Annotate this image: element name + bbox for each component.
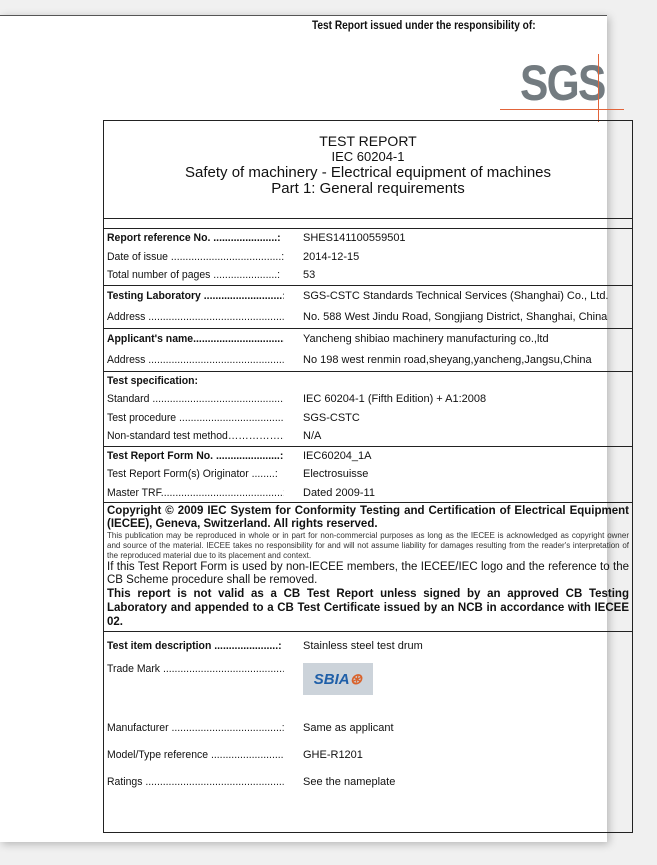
field-label: Master TRF..............................… (107, 486, 284, 499)
field-label: Date of issue ..........................… (107, 250, 284, 263)
field-group: Test Report Form No. ...................… (104, 447, 632, 503)
field-value: Electrosuisse (303, 468, 369, 481)
document-page: Test Report issued under the responsibil… (0, 15, 624, 842)
value: Stainless steel test drum (303, 639, 423, 652)
field-group: Report reference No. ...................… (104, 229, 632, 286)
row-trade-mark: Trade Mark .............................… (104, 659, 632, 714)
field-value: No. 588 West Jindu Road, Songjiang Distr… (303, 311, 608, 323)
validity-note: This report is not valid as a CB Test Re… (107, 588, 629, 628)
field-label: Non-standard test method……………..: (107, 430, 284, 443)
title-line: Part 1: General requirements (271, 180, 465, 197)
report-title: TEST REPORT IEC 60204-1 Safety of machin… (104, 121, 632, 219)
value: GHE-R1201 (303, 748, 363, 761)
field-row: Testing Laboratory .....................… (104, 286, 632, 307)
field-label: Address ................................… (107, 354, 284, 366)
title-line: TEST REPORT (319, 133, 417, 149)
field-group: Test specification: Standard ............… (104, 372, 632, 447)
field-value: Yancheng shibiao machinery manufacturing… (303, 333, 549, 345)
field-value: SGS-CSTC (303, 411, 360, 424)
field-row: Applicant's name........................… (104, 329, 632, 350)
field-value: SGS-CSTC Standards Technical Services (S… (303, 290, 609, 302)
field-value: N/A (303, 430, 322, 443)
copyright-fine-print: This publication may be reproduced in wh… (107, 531, 629, 560)
label: Test item description ..................… (107, 639, 282, 652)
field-row: Address ................................… (104, 307, 632, 328)
field-value: IEC60204_1A (303, 449, 372, 462)
copyright-note: If this Test Report Form is used by non-… (107, 561, 629, 586)
field-row: Standard ...............................… (104, 390, 632, 409)
title-line: IEC 60204-1 (331, 149, 405, 164)
field-row: Report reference No. ...................… (104, 229, 632, 248)
report-cover-table: TEST REPORT IEC 60204-1 Safety of machin… (103, 120, 633, 833)
field-row: Total number of pages ..................… (104, 266, 632, 285)
field-value: 53 (303, 269, 316, 282)
field-value: IEC 60204-1 (Fifth Edition) + A1:2008 (303, 393, 487, 406)
issued-by-text: Test Report issued under the responsibil… (312, 20, 536, 32)
test-item-section: Test item description ..................… (104, 632, 632, 795)
field-value: 2014-12-15 (303, 250, 360, 263)
field-value: Dated 2009-11 (303, 486, 375, 499)
title-line: Safety of machinery - Electrical equipme… (185, 164, 551, 181)
field-label: Standard ...............................… (107, 393, 284, 406)
trade-mark-logo: SBIA ⊛ (303, 663, 373, 695)
field-label: Test Report Form(s) Originator ........: (107, 468, 278, 481)
label: Trade Mark .............................… (107, 663, 284, 675)
field-row: Address ................................… (104, 350, 632, 371)
sgs-logo: SGS (500, 54, 630, 124)
field-label: Test Report Form No. ...................… (107, 449, 284, 462)
field-row: Master TRF..............................… (104, 484, 632, 503)
field-label: Report reference No. ...................… (107, 232, 281, 245)
field-label: Test specification: (107, 374, 198, 387)
field-value: SHES141100559501 (303, 232, 406, 245)
label: Manufacturer ...........................… (107, 721, 284, 734)
field-row: Non-standard test method……………..: N/A (104, 427, 632, 446)
copyright-notice: Copyright © 2009 IEC System for Conformi… (104, 503, 632, 632)
field-row: Test specification: (104, 372, 632, 391)
row-model: Model/Type reference ...................… (104, 741, 632, 768)
field-label: Address ................................… (107, 311, 284, 323)
field-row: Test procedure .........................… (104, 409, 632, 428)
field-row: Date of issue ..........................… (104, 248, 632, 267)
row-test-item-description: Test item description ..................… (104, 632, 632, 659)
field-label: Testing Laboratory .....................… (107, 290, 284, 302)
value: Same as applicant (303, 721, 394, 734)
field-group: Testing Laboratory .....................… (104, 286, 632, 329)
label: Model/Type reference ...................… (107, 748, 284, 761)
label: Ratings ................................… (107, 775, 284, 788)
field-group: Applicant's name........................… (104, 329, 632, 372)
value: See the nameplate (303, 775, 396, 788)
field-value: No 198 west renmin road,sheyang,yancheng… (303, 354, 592, 366)
row-ratings: Ratings ................................… (104, 768, 632, 795)
field-label: Test procedure .........................… (107, 411, 284, 424)
field-label: Applicant's name........................… (107, 333, 284, 345)
field-label: Total number of pages ..................… (107, 269, 281, 282)
field-row: Test Report Form(s) Originator ........:… (104, 465, 632, 484)
row-manufacturer: Manufacturer ...........................… (104, 714, 632, 741)
copyright-text: Copyright © 2009 IEC System for Conformi… (107, 505, 629, 530)
field-row: Test Report Form No. ...................… (104, 447, 632, 466)
